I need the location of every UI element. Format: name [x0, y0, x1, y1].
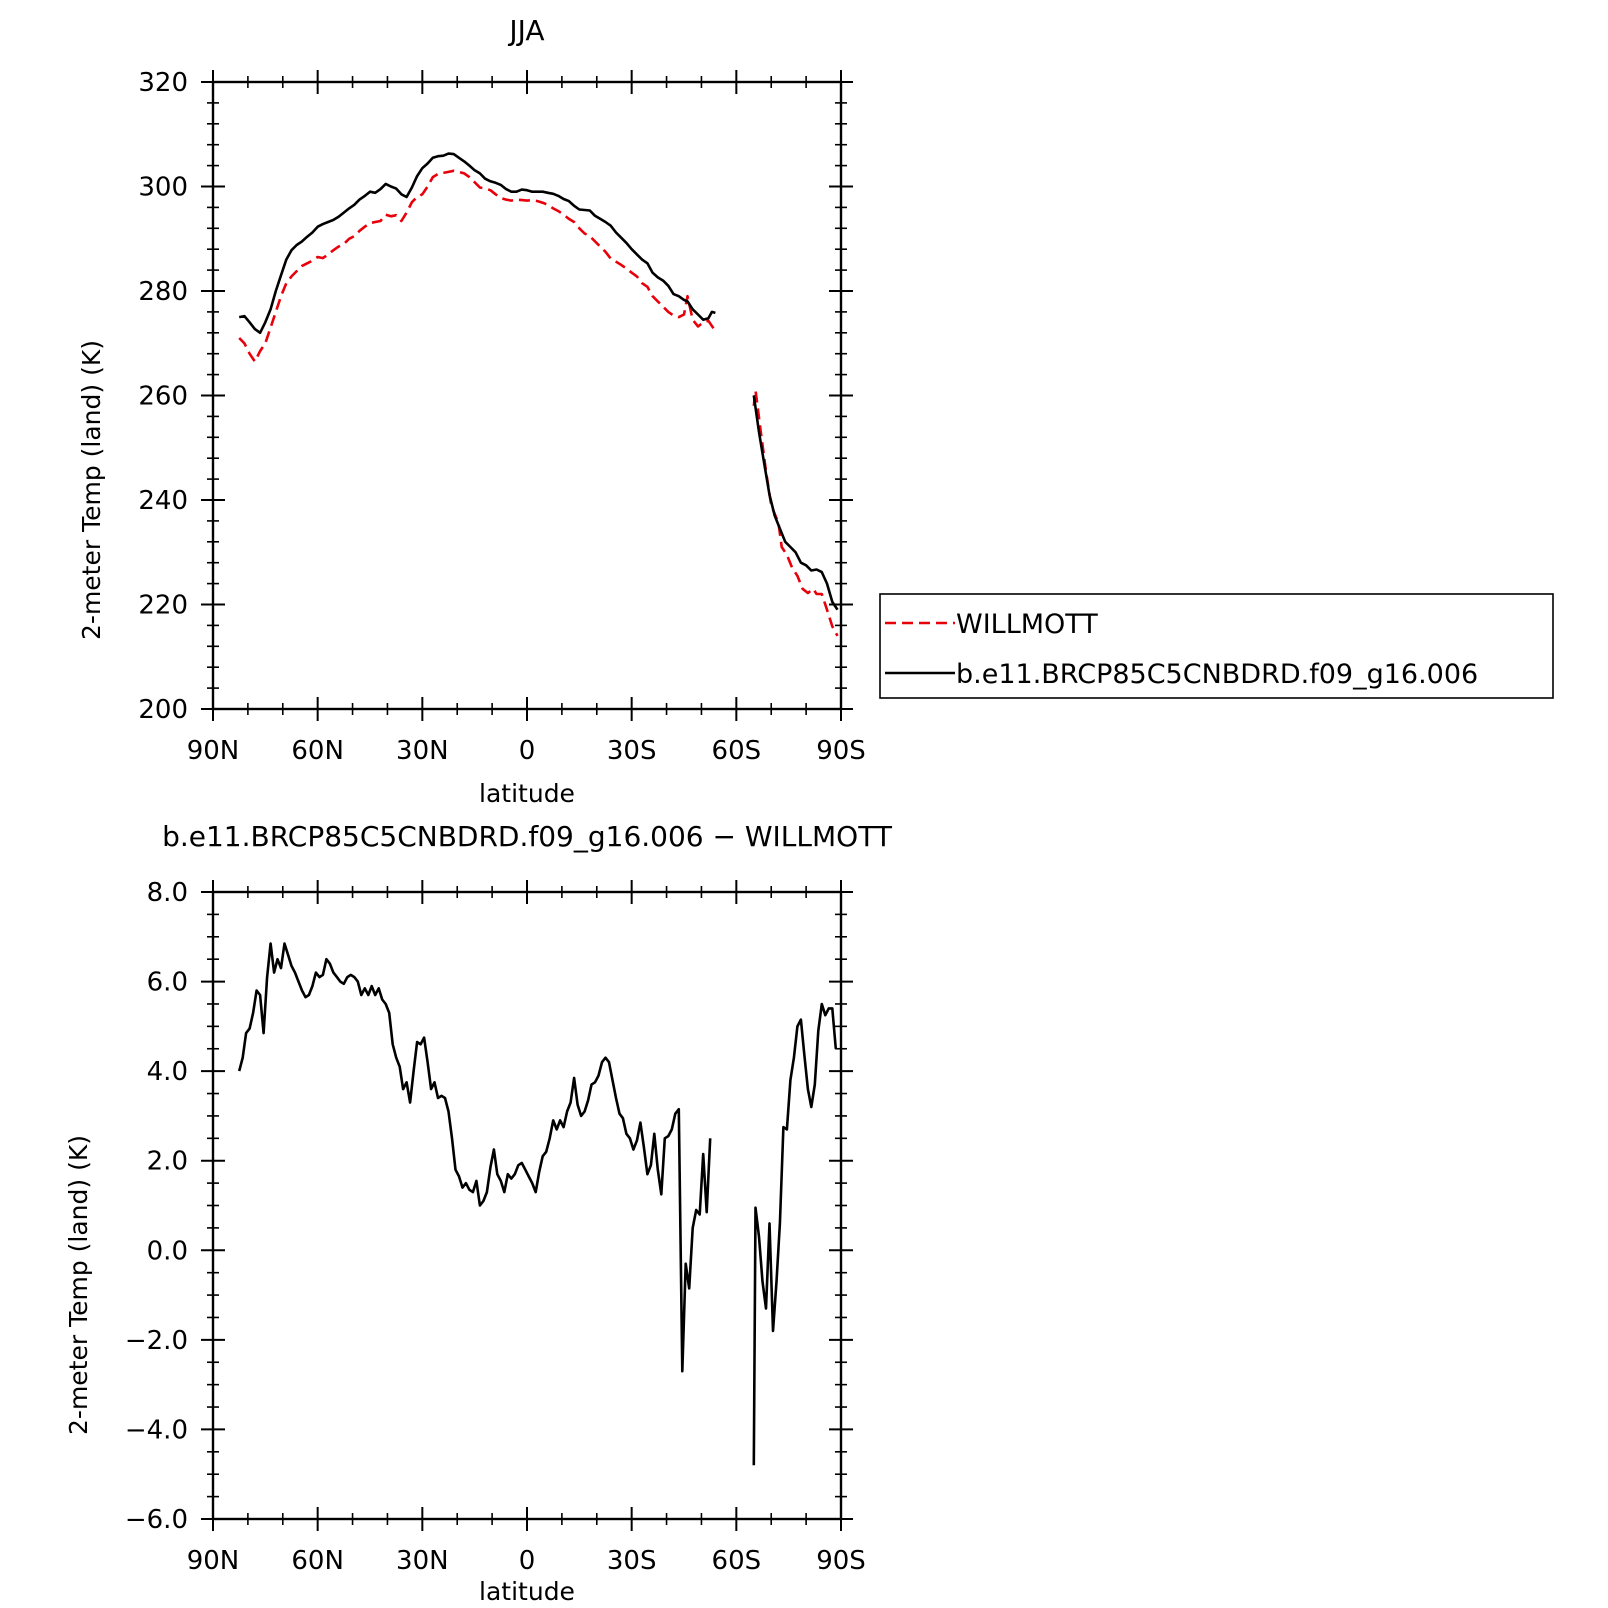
- x-tick-label: 90S: [816, 1546, 866, 1576]
- y-tick-label: 8.0: [147, 878, 188, 908]
- y-tick-label: −6.0: [125, 1505, 188, 1535]
- y-tick-label: 200: [138, 695, 188, 725]
- x-tick-label: 30S: [607, 736, 657, 766]
- y-tick-label: 240: [138, 486, 188, 516]
- legend-label-willmott: WILLMOTT: [956, 609, 1098, 640]
- series-line-0-segment-1: [752, 389, 839, 637]
- chart-title: JJA: [507, 14, 544, 47]
- temperature-panel: JJA 200 220 240 260 280 300 320 90N 60N 30N 0 30S 60…: [77, 14, 866, 808]
- y-tick-label: 220: [138, 591, 188, 621]
- x-tick-label: 90N: [187, 736, 240, 766]
- y-tick-label: 0.0: [147, 1236, 188, 1266]
- series-line-0-segment-0: [238, 169, 717, 363]
- x-tick-label: 30S: [607, 1546, 657, 1576]
- legend: WILLMOTT b.e11.BRCP85C5CNBDRD.f09_g16.00…: [879, 593, 1554, 699]
- y-tick-label: 260: [138, 382, 188, 412]
- plot-frame: [211, 80, 843, 711]
- y-tick-label: 2.0: [147, 1147, 188, 1177]
- chart-title: b.e11.BRCP85C5CNBDRD.f09_g16.006 − WILLM…: [162, 820, 893, 853]
- x-tick-label: 60S: [712, 1546, 762, 1576]
- x-tick-label: 60S: [712, 736, 762, 766]
- x-tick-label: 60N: [291, 736, 344, 766]
- series-line-0-segment-1: [752, 1002, 838, 1466]
- x-tick-label: 30N: [396, 1546, 449, 1576]
- legend-box: [879, 593, 1554, 699]
- y-tick-label: −4.0: [125, 1415, 188, 1445]
- x-tick-label: 0: [519, 736, 536, 766]
- x-tick-label: 30N: [396, 736, 449, 766]
- series-line-0-segment-0: [237, 942, 712, 1373]
- y-tick-label: 280: [138, 277, 188, 307]
- y-tick-label: 6.0: [147, 968, 188, 998]
- series-line-1-segment-0: [238, 152, 716, 335]
- plot-area: −6.0 −4.0 −2.0 0.0 2.0 4.0 6.0 8.0 90N 60N 30N 0 30S…: [125, 878, 866, 1576]
- x-tick-label: 90S: [816, 736, 866, 766]
- y-tick-label: 300: [138, 173, 188, 203]
- x-tick-label: 0: [519, 1546, 536, 1576]
- x-tick-label: 60N: [291, 1546, 344, 1576]
- plot-frame: [211, 890, 843, 1521]
- y-tick-label: −2.0: [125, 1326, 188, 1356]
- legend-label-model: b.e11.BRCP85C5CNBDRD.f09_g16.006: [956, 659, 1478, 690]
- difference-panel: b.e11.BRCP85C5CNBDRD.f09_g16.006 − WILLM…: [64, 820, 893, 1606]
- y-axis-label: 2-meter Temp (land) (K): [64, 1135, 93, 1435]
- x-axis-label: latitude: [479, 1577, 575, 1606]
- plot-area: 200 220 240 260 280 300 320 90N 60N 30N 0 30S 60S 90S: [138, 68, 865, 766]
- x-tick-label: 90N: [187, 1546, 240, 1576]
- x-axis-label: latitude: [479, 779, 575, 808]
- series-line-1-segment-1: [752, 395, 839, 611]
- y-tick-label: 4.0: [147, 1057, 188, 1087]
- y-axis-label: 2-meter Temp (land) (K): [77, 340, 106, 640]
- y-tick-label: 320: [138, 68, 188, 98]
